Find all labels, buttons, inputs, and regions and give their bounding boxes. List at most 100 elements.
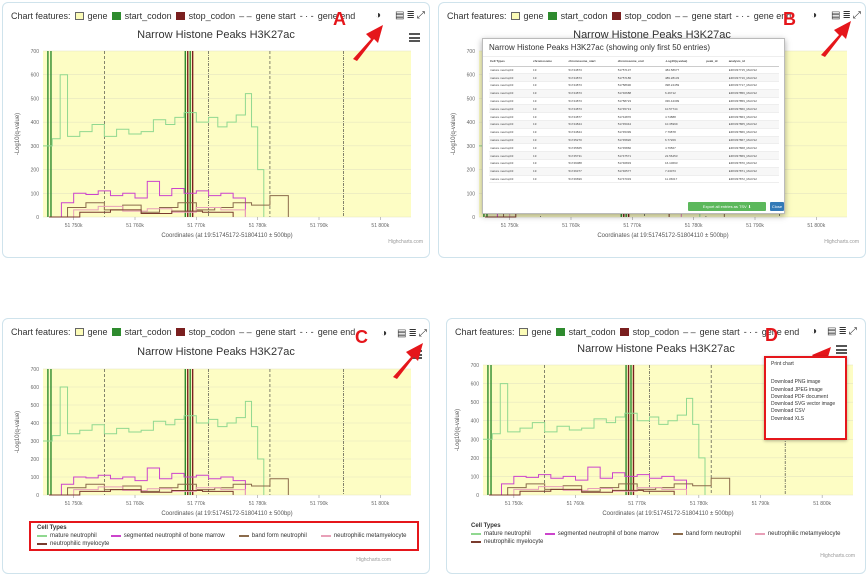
table-icon[interactable]: ▤≣⤢	[827, 326, 859, 337]
legend-item[interactable]: band form neutrophil	[672, 531, 741, 537]
menu-item-pdf[interactable]: Download PDF document	[771, 393, 828, 400]
data-table: Cell Types chromosome chromosome_start c…	[489, 57, 779, 184]
table-cell: 7.23073	[663, 167, 706, 176]
chart-features: Chart features: gene start_codon stop_co…	[455, 327, 799, 337]
table-cell: mature neutrophil	[489, 73, 533, 83]
chart-svg: 0 100 200 300 400 500 600 700 51 750k 51 760k 51 7…	[15, 367, 411, 517]
table-cell: ERX337869_MACS2	[727, 151, 779, 161]
eye-icon[interactable]: ◑	[811, 326, 820, 337]
x-tick-label: 51 780k	[249, 223, 267, 229]
table-cell: 51745860	[616, 143, 664, 153]
legend-label: band form neutrophil	[251, 533, 307, 539]
arrow-pointer	[821, 21, 851, 57]
menu-item-print[interactable]: Print chart	[771, 361, 794, 367]
eye-icon[interactable]: ◑	[381, 328, 390, 339]
table-icon[interactable]: ▤≣⤢	[397, 328, 429, 339]
series-line-0	[43, 74, 265, 217]
legend-item[interactable]: segmented neutrophil of bone marrow	[110, 533, 225, 539]
series-line-3	[489, 486, 687, 496]
legend-label: mature neutrophil	[50, 533, 97, 539]
y-tick-label: 0	[472, 215, 475, 221]
credits: Highcharts.com	[356, 557, 391, 563]
y-tick-label: 100	[31, 475, 40, 481]
legend-item[interactable]: mature neutrophil	[471, 531, 531, 537]
series-line-2	[49, 195, 289, 218]
eye-icon[interactable]: ◑	[375, 10, 384, 21]
start-codon-swatch	[555, 328, 565, 336]
arrow-pointer	[393, 343, 423, 379]
credits: Highcharts.com	[820, 553, 855, 559]
table-cell: 19	[532, 143, 568, 153]
legend-item[interactable]: neutrophilic metamyelocyte	[754, 531, 841, 537]
hamburger-menu-icon[interactable]	[836, 345, 847, 354]
cell-types-legend: Cell Types mature neutrophil segmented ne…	[29, 521, 419, 551]
series-line-0	[483, 383, 706, 495]
legend-item[interactable]: band form neutrophil	[238, 533, 307, 539]
y-tick-label: 300	[471, 437, 480, 443]
stop-codon-swatch	[175, 328, 185, 336]
y-tick-label: 400	[467, 120, 476, 126]
table-cell: 51744873	[567, 104, 617, 114]
table-cell: 489.28133	[663, 73, 706, 83]
table-row: mature neutrophil 19 51745731 51747571 22.56…	[489, 151, 779, 161]
eye-icon[interactable]: ◑	[811, 10, 820, 21]
feature-stop-codon: stop_codon	[188, 11, 236, 21]
table-cell: ERX337716_MACS2	[727, 73, 779, 83]
table-icon[interactable]: ▤≣⤢	[395, 10, 427, 21]
menu-item-svg[interactable]: Download SVG vector image	[771, 401, 836, 408]
legend-item[interactable]: neutrophilic myelocyte	[37, 541, 109, 547]
y-tick-label: 400	[31, 120, 40, 126]
x-tick-label: 51 770k	[628, 501, 646, 507]
menu-item-csv[interactable]: Download CSV	[771, 408, 805, 415]
series-line-3	[49, 486, 246, 496]
gene-swatch	[518, 328, 528, 336]
table-cell	[705, 136, 728, 145]
legend-line-swatch	[672, 533, 683, 535]
menu-item-png[interactable]: Download PNG image	[771, 379, 821, 386]
legend-label: neutrophilic metamyelocyte	[333, 533, 407, 539]
table-row: mature neutrophil 19 51746699 51747033 11.36…	[489, 175, 779, 184]
hamburger-menu-icon[interactable]	[409, 33, 420, 42]
dash-swatch: – –	[675, 11, 688, 21]
table-cell: 19	[532, 120, 568, 129]
y-tick-label: 500	[31, 96, 40, 102]
table-cell: 51746688	[616, 89, 664, 98]
legend-item[interactable]: neutrophilic myelocyte	[471, 539, 543, 545]
feature-gene-end: gene end	[761, 327, 800, 337]
dashdot-swatch: - · -	[299, 11, 314, 21]
legend-label: neutrophilic myelocyte	[484, 539, 544, 545]
menu-separator	[771, 368, 840, 379]
table-cell: 51747571	[616, 151, 664, 161]
table-icon[interactable]: ▤≣⤢	[831, 10, 863, 21]
table-cell: 51746377	[567, 167, 617, 176]
table-cell: 51745731	[567, 151, 617, 161]
dash-swatch: – –	[683, 327, 696, 337]
chart-features: Chart features: gene start_codon stop_co…	[447, 11, 791, 21]
table-cell: 51758723	[616, 97, 664, 106]
legend-title: Cell Types	[471, 523, 501, 529]
gene-swatch	[74, 328, 84, 336]
table-cell	[705, 97, 728, 106]
x-tick-label: 51 760k	[562, 223, 580, 229]
y-axis-title: -Log10(q-value)	[15, 411, 21, 453]
menu-item-jpeg[interactable]: Download JPEG image	[771, 386, 823, 393]
table-cell	[705, 81, 728, 90]
y-axis-title: -Log10(q-value)	[15, 113, 21, 155]
table-cell: 51745665	[567, 143, 617, 153]
table-cell: mature neutrophil	[489, 136, 533, 145]
export-tsv-button[interactable]: Export all entries as TSV ⬇	[688, 202, 766, 211]
table-cell: mature neutrophil	[489, 89, 533, 98]
feature-gene-end: gene end	[317, 11, 356, 21]
table-cell: 51744873	[567, 97, 617, 106]
panel-c: Chart features: gene start_codon stop_co…	[2, 318, 430, 574]
table-cell: mature neutrophil	[489, 159, 533, 168]
chart-features: Chart features: gene start_codon stop_co…	[11, 327, 355, 337]
legend-item[interactable]: mature neutrophil	[37, 533, 97, 539]
dashdot-swatch: - · -	[743, 327, 758, 337]
x-tick-label: 51 800k	[371, 223, 389, 229]
menu-item-xls[interactable]: Download XLS	[771, 415, 805, 422]
legend-item[interactable]: neutrophilic metamyelocyte	[320, 533, 407, 539]
close-button[interactable]: Close	[770, 202, 784, 211]
table-cell: 51744873	[567, 73, 617, 83]
legend-item[interactable]: segmented neutrophil of bone marrow	[544, 531, 659, 537]
